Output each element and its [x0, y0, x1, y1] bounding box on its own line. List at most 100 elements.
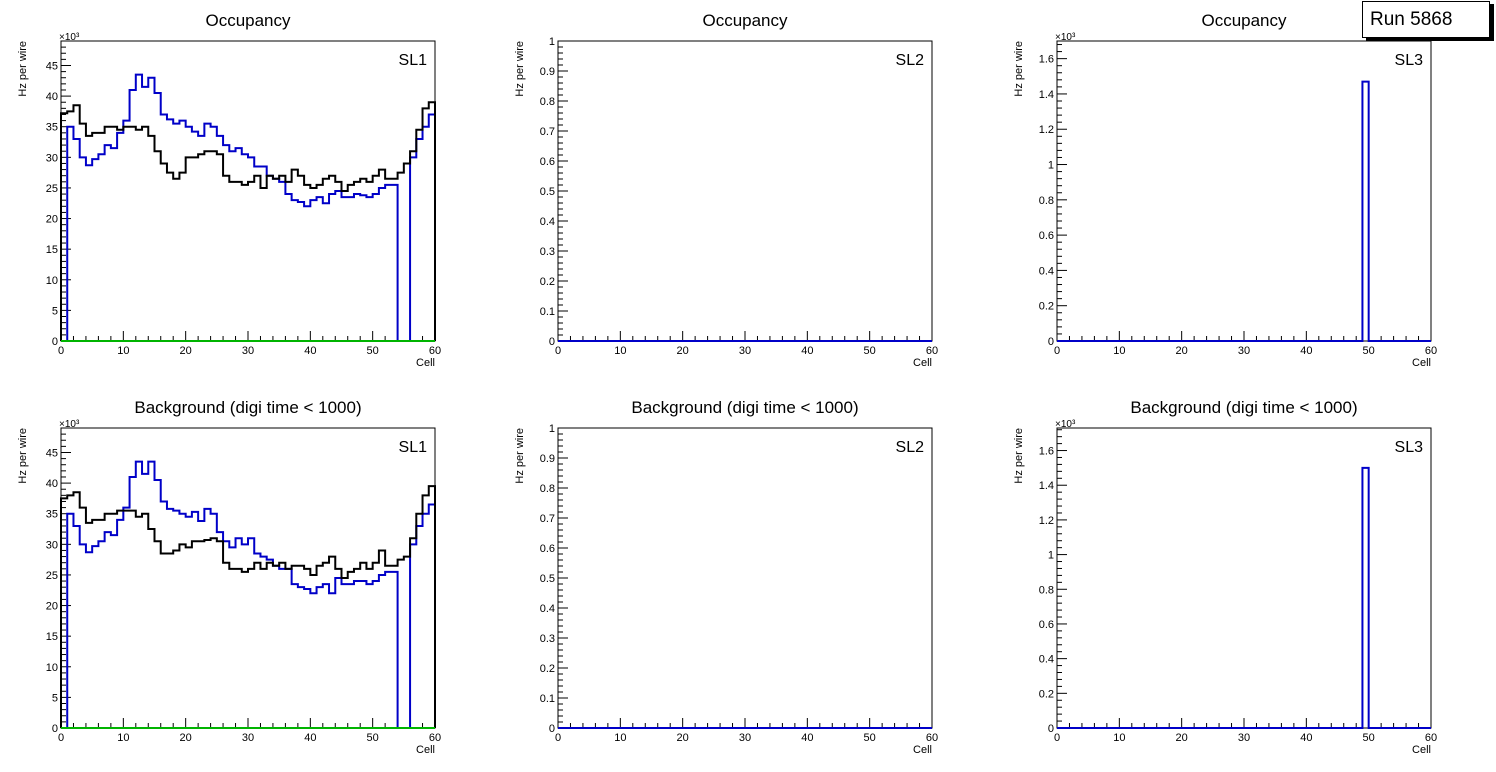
y-tick-label: 10 — [46, 275, 58, 287]
y-tick-label: 1.2 — [1039, 515, 1054, 527]
y-tick-label: 0.8 — [540, 483, 555, 495]
x-tick-label: 20 — [1176, 732, 1188, 744]
y-axis-exponent: ×10³ — [1055, 32, 1076, 43]
y-tick-label: 1.4 — [1039, 480, 1054, 492]
y-tick-label: 35 — [46, 122, 58, 134]
plot-frame — [1056, 427, 1432, 729]
y-tick-label: 1.4 — [1039, 89, 1054, 101]
y-tick-label: 0.2 — [1039, 301, 1054, 313]
y-tick-label: 25 — [46, 570, 58, 582]
x-tick-label: 20 — [180, 345, 192, 357]
y-tick-label: 10 — [46, 662, 58, 674]
y-tick-label: 0.3 — [540, 633, 555, 645]
x-tick-label: 40 — [801, 732, 813, 744]
x-tick-label: 50 — [367, 345, 379, 357]
x-tick-label: 40 — [801, 345, 813, 357]
y-tick-label: 0.6 — [1039, 230, 1054, 242]
x-axis-title: Cell — [913, 357, 932, 369]
y-axis-title: Hz per wire — [17, 41, 29, 97]
x-tick-label: 30 — [1238, 732, 1250, 744]
x-tick-label: 0 — [1054, 345, 1060, 357]
chart-panel: Occupancy SL1 Cell Hz per wire ×10³ 0 10 20 30 40… — [17, 11, 441, 369]
chart-label: SL3 — [1395, 52, 1424, 69]
x-tick-label: 40 — [1300, 345, 1312, 357]
chart-panel: Background (digi time < 1000) SL3 Cell Hz p… — [1013, 398, 1437, 756]
x-tick-label: 60 — [429, 345, 441, 357]
y-tick-label: 1.6 — [1039, 54, 1054, 66]
y-tick-label: 0.1 — [540, 306, 555, 318]
chart-title: Occupancy — [702, 11, 788, 30]
y-axis-title: Hz per wire — [17, 428, 29, 484]
y-tick-label: 0.4 — [1039, 265, 1054, 277]
x-tick-label: 50 — [864, 345, 876, 357]
y-tick-label: 15 — [46, 244, 58, 256]
y-tick-label: 35 — [46, 509, 58, 521]
y-tick-label: 0.5 — [540, 186, 555, 198]
x-tick-label: 10 — [614, 732, 626, 744]
y-tick-label: 0.3 — [540, 246, 555, 258]
y-tick-label: 0.9 — [540, 453, 555, 465]
x-axis-title: Cell — [416, 744, 435, 756]
run-number-label: Run 5868 — [1370, 9, 1453, 30]
x-tick-label: 0 — [58, 345, 64, 357]
y-tick-label: 45 — [46, 60, 58, 72]
y-tick-label: 0.4 — [1039, 654, 1054, 666]
y-tick-label: 0.6 — [540, 156, 555, 168]
histogram-black-series — [60, 101, 436, 341]
y-tick-label: 0 — [52, 336, 58, 348]
y-tick-label: 0.8 — [1039, 195, 1054, 207]
y-tick-label: 0.4 — [540, 603, 555, 615]
y-tick-label: 20 — [46, 214, 58, 226]
x-tick-label: 40 — [1300, 732, 1312, 744]
chart-label: SL1 — [399, 52, 428, 69]
x-tick-label: 40 — [304, 732, 316, 744]
y-tick-label: 40 — [46, 478, 58, 490]
y-tick-label: 0.2 — [1039, 688, 1054, 700]
histogram-blue-series — [1057, 80, 1431, 342]
x-tick-label: 60 — [926, 345, 938, 357]
x-tick-label: 20 — [677, 732, 689, 744]
x-tick-label: 50 — [1363, 345, 1375, 357]
y-tick-label: 0 — [52, 723, 58, 735]
y-tick-label: 0.2 — [540, 663, 555, 675]
x-tick-label: 10 — [1113, 732, 1125, 744]
y-tick-label: 0.4 — [540, 216, 555, 228]
x-tick-label: 30 — [1238, 345, 1250, 357]
x-tick-label: 10 — [1113, 345, 1125, 357]
y-tick-label: 0.7 — [540, 126, 555, 138]
y-tick-label: 0.8 — [1039, 584, 1054, 596]
y-tick-label: 0.7 — [540, 513, 555, 525]
x-axis-title: Cell — [1412, 744, 1431, 756]
y-tick-label: 1 — [549, 36, 555, 48]
plot-frame — [557, 40, 933, 342]
plot-frame — [557, 427, 933, 729]
x-tick-label: 30 — [739, 732, 751, 744]
y-tick-label: 0.6 — [540, 543, 555, 555]
y-tick-label: 0.9 — [540, 66, 555, 78]
y-tick-label: 5 — [52, 692, 58, 704]
y-tick-label: 0 — [1048, 723, 1054, 735]
y-axis-title: Hz per wire — [1013, 428, 1025, 484]
x-tick-label: 60 — [1425, 732, 1437, 744]
y-tick-label: 1.2 — [1039, 124, 1054, 136]
y-tick-label: 15 — [46, 631, 58, 643]
y-tick-label: 0 — [549, 336, 555, 348]
chart-title: Occupancy — [205, 11, 291, 30]
x-tick-label: 20 — [180, 732, 192, 744]
x-tick-label: 30 — [242, 345, 254, 357]
y-tick-label: 30 — [46, 152, 58, 164]
histogram-blue-series — [61, 73, 436, 342]
chart-label: SL1 — [399, 439, 428, 456]
y-tick-label: 0.1 — [540, 693, 555, 705]
chart-title: Background (digi time < 1000) — [1130, 398, 1357, 417]
x-tick-label: 30 — [739, 345, 751, 357]
y-tick-label: 20 — [46, 601, 58, 613]
y-tick-label: 1 — [1048, 160, 1054, 172]
x-tick-label: 0 — [555, 732, 561, 744]
y-tick-label: 0 — [1048, 336, 1054, 348]
y-tick-label: 30 — [46, 539, 58, 551]
y-axis-title: Hz per wire — [514, 428, 526, 484]
chart-title: Background (digi time < 1000) — [631, 398, 858, 417]
